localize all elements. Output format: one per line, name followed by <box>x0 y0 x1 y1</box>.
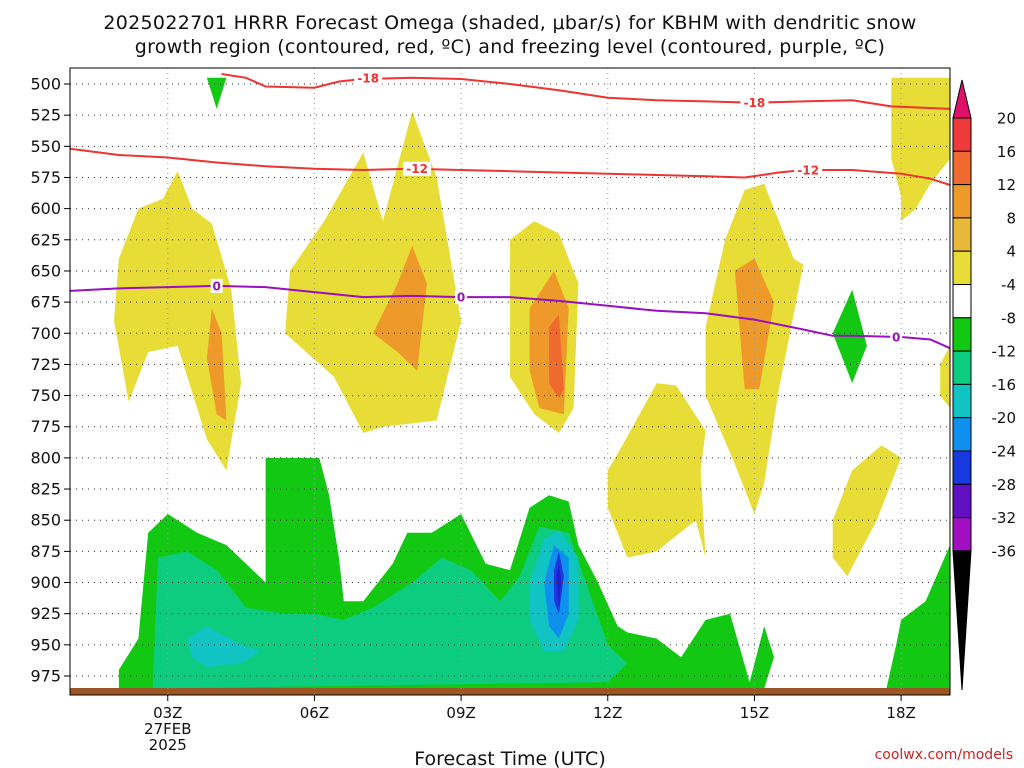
omega-region-16 <box>886 545 950 689</box>
contour-label: -18 <box>357 71 379 85</box>
y-tick-label: 750 <box>30 386 61 405</box>
colorbar-box <box>952 250 972 285</box>
credit-text: coolwx.com/models <box>875 747 1013 763</box>
y-tick-label: 550 <box>30 137 61 156</box>
y-tick-label: 500 <box>30 75 61 94</box>
x-tick-label: 15Z <box>740 704 769 722</box>
plot-area: -18 -18 -12 -12 0 0 0 500 525 550 575 600 625 650 675… <box>30 67 951 754</box>
omega-region-12 <box>940 345 950 408</box>
x-tick-year: 2025 <box>149 736 187 754</box>
omega-region-10 <box>832 445 902 577</box>
contour-label-bg <box>354 70 383 85</box>
colorbar-label: -20 <box>992 409 1017 427</box>
y-tick-label: 800 <box>30 448 61 467</box>
contour-label-bg <box>794 162 823 177</box>
contour-label-bg <box>740 95 769 110</box>
colorbar-label: -24 <box>992 443 1017 461</box>
y-tick-label: 900 <box>30 573 61 592</box>
contour-label-bg <box>455 290 468 305</box>
colorbar-box <box>952 417 972 452</box>
omega-region-6 <box>549 314 564 399</box>
omega-region-13 <box>206 77 227 109</box>
y-tick-label: 600 <box>30 199 61 218</box>
colorbar-label: 16 <box>997 143 1016 161</box>
colorbar-box <box>952 383 972 419</box>
colorbar: 20 16 12 8 4 -4 -8 -12 -16 -20 -24 -28 -32 -36 <box>952 79 1017 691</box>
colorbar-box <box>952 284 972 319</box>
colorbar-label: 20 <box>997 110 1016 128</box>
x-tick-label: 18Z <box>886 704 915 722</box>
chart-title-line1: 2025022701 HRRR Forecast Omega (shaded, … <box>103 12 916 34</box>
plot-frame <box>69 67 951 696</box>
contour--18 <box>221 73 951 110</box>
x-tick-date: 27FEB <box>144 720 191 738</box>
y-tick-label: 975 <box>30 667 61 686</box>
colorbar-label: 12 <box>997 176 1016 194</box>
colorbar-box <box>952 317 972 352</box>
y-tick-label: 525 <box>30 106 61 125</box>
contour-label: 0 <box>212 279 220 293</box>
colorbar-box <box>952 450 972 485</box>
omega-region-18 <box>187 626 261 668</box>
contour-label-bg <box>210 278 223 293</box>
colorbar-label: -36 <box>992 542 1017 560</box>
omega-region-22 <box>556 563 562 608</box>
contour-label: -12 <box>406 162 428 176</box>
x-axis-label: Forecast Time (UTC) <box>414 748 605 768</box>
x-tick-label: 12Z <box>593 704 622 722</box>
y-tick-label: 575 <box>30 168 61 187</box>
colorbar-label: -28 <box>992 476 1017 494</box>
contour-label: -18 <box>744 96 766 110</box>
y-tick-label: 725 <box>30 355 61 374</box>
contour--12 <box>69 147 951 186</box>
omega-region-3 <box>373 246 427 371</box>
colorbar-box <box>952 184 972 219</box>
y-tick-label: 675 <box>30 293 61 312</box>
omega-region-0 <box>114 171 242 471</box>
colorbar-box <box>952 150 972 186</box>
x-tick-label: 09Z <box>446 704 475 722</box>
colorbar-box <box>952 350 972 385</box>
colorbar-label: -32 <box>992 509 1017 527</box>
y-tick-label: 775 <box>30 417 61 436</box>
x-tick-label: 06Z <box>300 704 329 722</box>
contour-label: -12 <box>797 163 819 177</box>
y-tick-label: 650 <box>30 261 61 280</box>
y-tick-label: 850 <box>30 511 61 530</box>
y-tick-label: 875 <box>30 542 61 561</box>
colorbar-label: 4 <box>1006 243 1016 261</box>
colorbar-label: -16 <box>992 376 1017 394</box>
omega-region-1 <box>206 308 227 421</box>
omega-region-7 <box>607 383 706 558</box>
x-tick-label: 03Z <box>153 704 182 722</box>
y-tick-label: 700 <box>30 324 61 343</box>
ground-bar <box>70 688 950 695</box>
contour-lines: -18 -18 -12 -12 0 0 0 <box>69 70 951 350</box>
colorbar-label: -8 <box>1001 309 1016 327</box>
omega-region-11 <box>891 77 950 222</box>
colorbar-label: 8 <box>1006 209 1016 227</box>
contour-label: 0 <box>892 331 900 345</box>
y-tick-label: 950 <box>30 635 61 654</box>
colorbar-label: -4 <box>1001 276 1016 294</box>
contour-label: 0 <box>457 291 465 305</box>
colorbar-box <box>952 483 972 519</box>
colorbar-label: -12 <box>992 343 1017 361</box>
y-tick-label: 825 <box>30 480 61 499</box>
y-tick-label: 925 <box>30 604 61 623</box>
colorbar-cap-bottom <box>952 550 972 691</box>
y-tick-label: 625 <box>30 230 61 249</box>
omega-shading <box>114 77 950 689</box>
chart-title-line2: growth region (contoured, red, ºC) and f… <box>135 36 886 58</box>
omega-region-17 <box>153 526 628 689</box>
colorbar-box <box>952 517 972 552</box>
y-axis-ticks: 500 525 550 575 600 625 650 675 700 725 750 775 800 8… <box>30 75 70 686</box>
colorbar-box <box>952 117 972 152</box>
colorbar-box <box>952 217 972 252</box>
contour-label-bg <box>403 161 432 176</box>
contour-0 <box>69 284 951 350</box>
contour-label-bg <box>890 330 903 345</box>
